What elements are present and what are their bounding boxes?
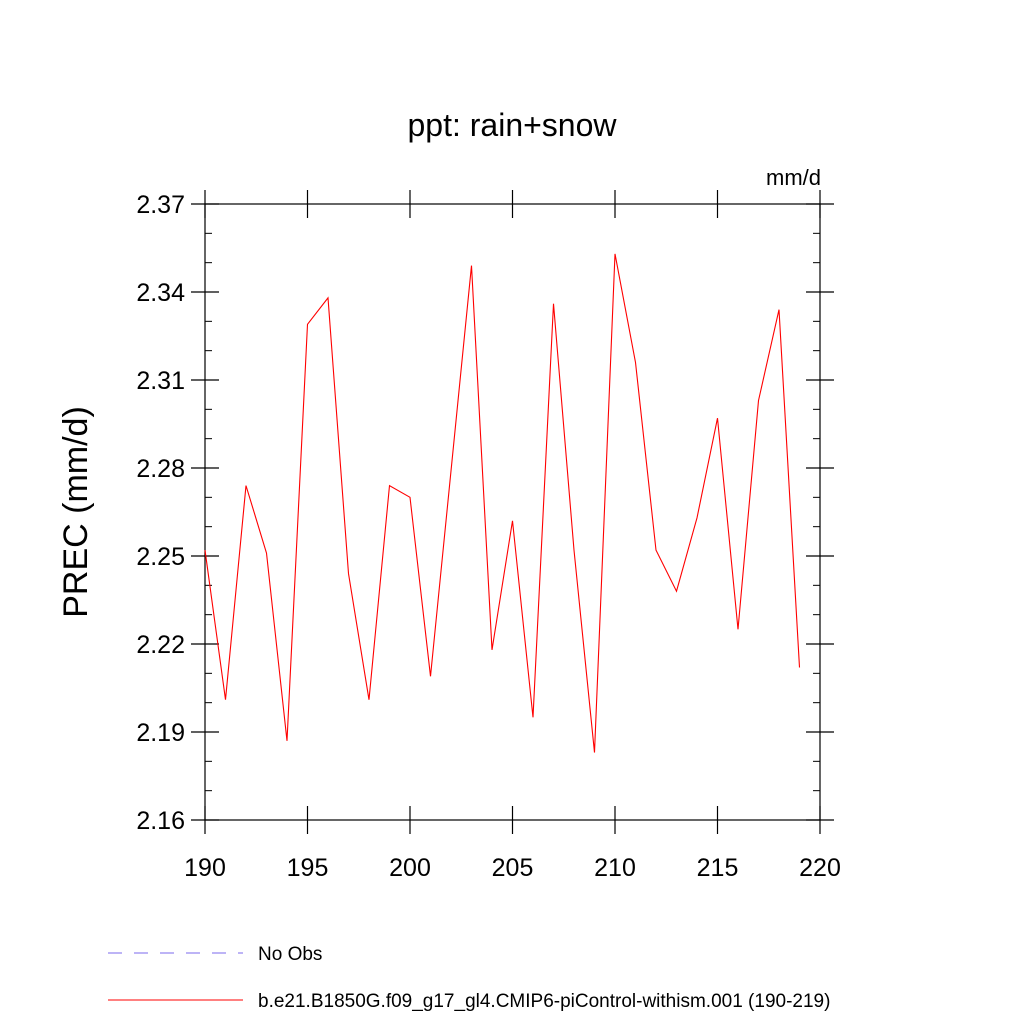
y-tick-label: 2.19 bbox=[136, 719, 185, 747]
y-tick-label: 2.28 bbox=[136, 455, 185, 483]
x-tick-label: 215 bbox=[697, 854, 739, 882]
y-axis-label: PREC (mm/d) bbox=[57, 406, 95, 618]
x-tick-label: 220 bbox=[799, 854, 841, 882]
series-line bbox=[204, 253, 801, 753]
x-tick-label: 210 bbox=[594, 854, 636, 882]
x-tick-label: 190 bbox=[184, 854, 226, 882]
y-tick-label: 2.37 bbox=[136, 191, 185, 219]
legend: No Obs b.e21.B1850G.f09_g17_gl4.CMIP6-pi… bbox=[108, 944, 830, 1012]
chart-title: ppt: rain+snow bbox=[407, 107, 617, 143]
y-axis-ticks: 2.16 2.19 2.22 2.25 2.28 2.31 2.34 2.37 bbox=[136, 191, 834, 835]
legend-label-no-obs: No Obs bbox=[258, 944, 322, 965]
plot-frame bbox=[204, 203, 821, 821]
y-tick-label: 2.34 bbox=[136, 279, 185, 307]
y-tick-label: 2.22 bbox=[136, 631, 185, 659]
x-axis-ticks: 190 195 200 205 210 215 220 bbox=[184, 190, 841, 882]
y-tick-label: 2.25 bbox=[136, 543, 185, 571]
x-tick-label: 205 bbox=[492, 854, 534, 882]
y-tick-label: 2.16 bbox=[136, 807, 185, 835]
units-label: mm/d bbox=[766, 165, 821, 190]
legend-label-model: b.e21.B1850G.f09_g17_gl4.CMIP6-piControl… bbox=[258, 991, 830, 1012]
y-tick-label: 2.31 bbox=[136, 367, 185, 395]
x-tick-label: 195 bbox=[287, 854, 329, 882]
x-tick-label: 200 bbox=[389, 854, 431, 882]
series-layer bbox=[204, 253, 801, 753]
